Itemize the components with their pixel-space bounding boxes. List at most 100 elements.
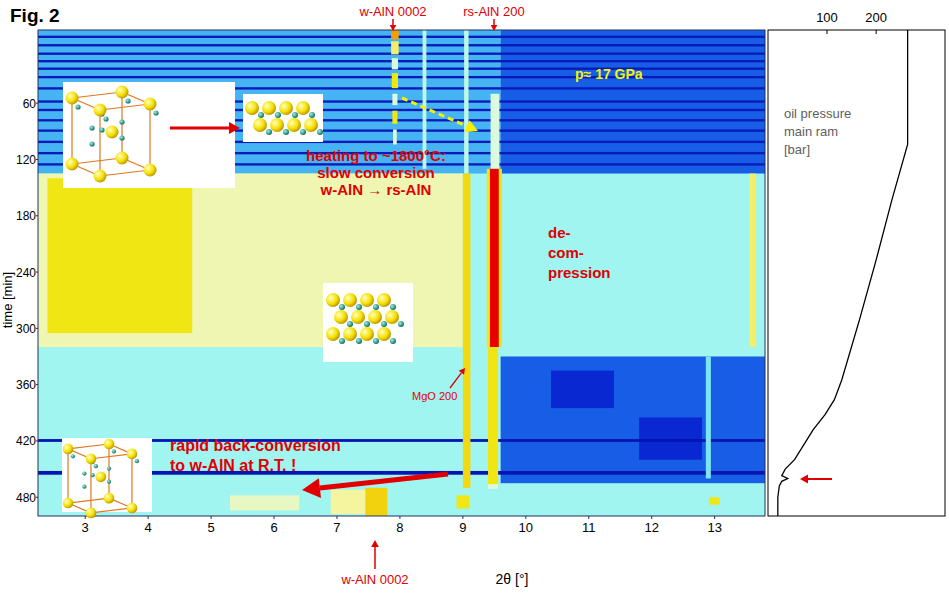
atom-al <box>86 453 97 464</box>
atom-n <box>347 321 353 327</box>
y-tick-label: 360 <box>16 378 36 392</box>
figure: 345678910111213601201802403003604204802θ… <box>0 0 949 611</box>
peak-arrow-head <box>491 25 498 31</box>
atom-n <box>107 466 111 470</box>
y-tick <box>36 272 38 273</box>
peak-arrow <box>491 19 498 31</box>
inset-box <box>323 283 413 362</box>
cell-edge <box>90 459 91 513</box>
atom-al <box>351 310 365 324</box>
atom-al <box>287 118 301 132</box>
x-tick <box>85 516 86 519</box>
atom-al <box>377 293 391 307</box>
mgo-label: MgO 200 <box>412 390 457 402</box>
atom-al <box>116 86 129 99</box>
atom-n <box>300 129 306 135</box>
atom-al <box>368 310 382 324</box>
atom-al <box>104 439 115 450</box>
cell-edge <box>100 104 150 110</box>
y-tick-label: 300 <box>16 322 36 336</box>
heat-cell <box>551 371 614 409</box>
x-tick-label: 7 <box>333 520 340 535</box>
rocksalt-layers <box>326 293 404 344</box>
atom-al <box>377 327 391 341</box>
y-tick-label: 120 <box>16 153 36 167</box>
atom-n <box>75 104 80 109</box>
x-axis-title: 2θ [°] <box>496 571 529 587</box>
atom-al <box>245 101 259 115</box>
inset-box <box>62 438 152 512</box>
atom-al <box>144 98 157 111</box>
transition-arrow-shaft <box>170 127 229 130</box>
peak-label: rs-AlN 200 <box>463 4 524 19</box>
x-tick <box>336 516 337 519</box>
atom-n <box>112 449 116 453</box>
atom-n <box>292 112 298 118</box>
kink-arrow <box>800 475 832 484</box>
atom-n <box>356 304 362 310</box>
wurtzite-cell <box>66 86 159 183</box>
transition-arrow-head <box>229 122 240 134</box>
heat-cell <box>490 169 499 347</box>
atom-n <box>107 480 111 484</box>
cell-edge <box>68 444 109 449</box>
atom-al <box>279 101 293 115</box>
atom-al <box>144 164 157 177</box>
pressure-line <box>778 30 908 516</box>
atom-n <box>153 110 158 115</box>
atom-n <box>373 338 379 344</box>
cell-edge <box>91 508 132 513</box>
x-tick-label: 12 <box>644 520 658 535</box>
y-tick <box>36 103 38 104</box>
peak-arrow-head <box>390 25 397 31</box>
cell-edge <box>68 498 109 503</box>
heat-cell <box>38 36 765 38</box>
heat-cell <box>38 68 765 70</box>
heat-cell <box>488 484 498 489</box>
panel-title: [bar] <box>784 142 810 157</box>
atom-n <box>283 129 289 135</box>
atom-n <box>390 338 396 344</box>
heating-label: slow conversion <box>317 164 435 181</box>
atom-n <box>339 338 345 344</box>
kink-arrow-shaft <box>808 478 832 480</box>
shift-arrow-shaft <box>402 98 467 126</box>
x-tick-label: 8 <box>396 520 403 535</box>
heat-cell <box>331 490 369 514</box>
heating-label: w-AlN → rs-AlN <box>320 181 432 198</box>
x-tick <box>827 30 828 34</box>
plot-frame <box>38 30 765 516</box>
y-tick-label: 60 <box>23 97 37 111</box>
atom-al <box>343 293 357 307</box>
back-conversion-arrow-shaft <box>320 474 448 488</box>
cell-edge <box>99 110 100 176</box>
atom-n <box>119 119 124 124</box>
atom-al <box>326 293 340 307</box>
y-tick <box>36 159 38 160</box>
atom-n <box>309 112 315 118</box>
atom-al <box>334 310 348 324</box>
atom-n <box>103 116 108 121</box>
x-tick <box>274 516 275 519</box>
heat-cell <box>488 347 498 486</box>
atom-al <box>63 498 74 509</box>
atom-al <box>95 471 106 482</box>
atom-n <box>373 304 379 310</box>
y-tick <box>36 328 38 329</box>
atom-n <box>99 127 104 132</box>
cell-edge <box>71 98 72 164</box>
heat-cell <box>464 30 468 174</box>
peak-arrow-shaft <box>374 547 376 569</box>
y-tick-label: 240 <box>16 266 36 280</box>
heat-cell <box>392 94 397 105</box>
atom-n <box>125 98 130 103</box>
x-tick <box>876 30 877 34</box>
atom-al <box>296 101 310 115</box>
atom-n <box>90 473 94 477</box>
x-tick-label: 11 <box>582 520 596 535</box>
peak-arrow <box>371 540 379 569</box>
pressure-label: p≈ 17 GPa <box>575 66 643 82</box>
x-tick <box>211 516 212 519</box>
atom-n <box>94 464 98 468</box>
mgo-arrow <box>450 368 465 388</box>
